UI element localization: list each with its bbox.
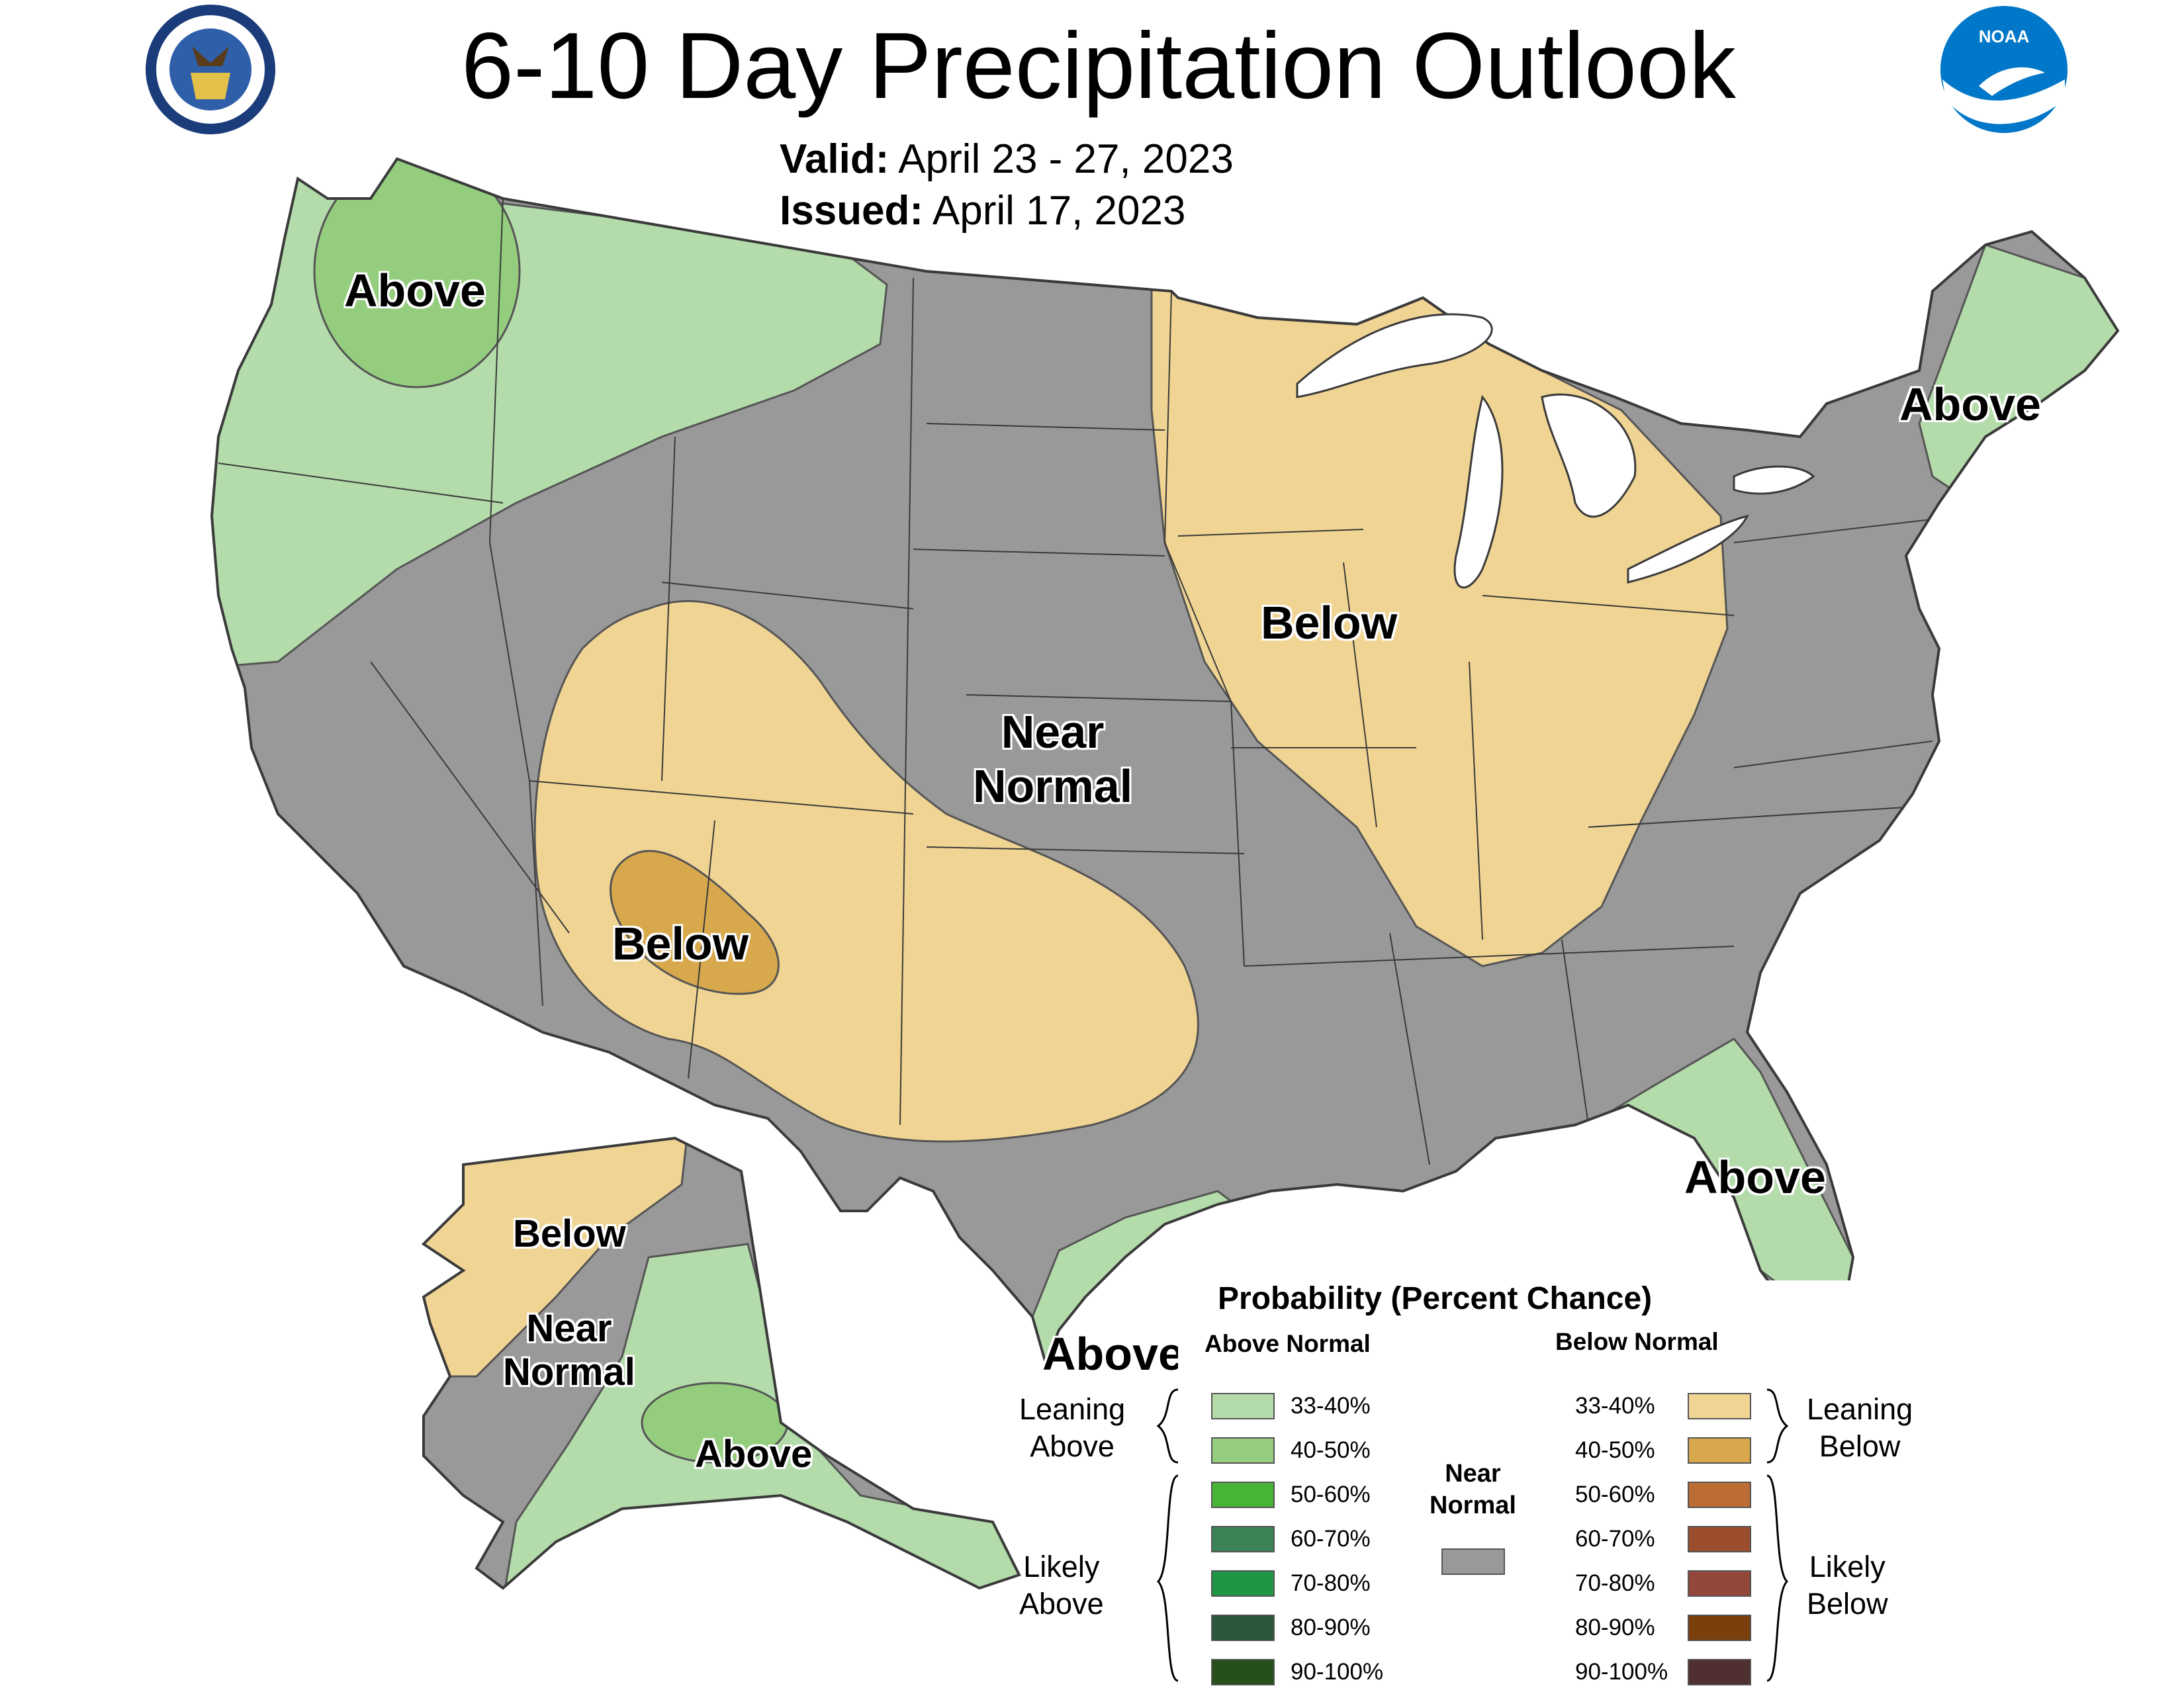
- valid-dates: April 23 - 27, 2023: [898, 136, 1234, 182]
- legend: Probability (Percent Chance) Above Norma…: [1178, 1280, 2005, 1685]
- legend-near-normal-label: Near Normal: [1430, 1460, 1516, 1519]
- legend-likely-below: Likely Below: [1807, 1550, 1888, 1621]
- below-40-50-southwest: [610, 850, 780, 995]
- department-of-commerce-seal: [146, 5, 275, 134]
- legend-above-swatch-3: [1211, 1482, 1275, 1508]
- label-alaska-central: Near Normal: [503, 1307, 635, 1394]
- legend-leaning-above: Leaning Above: [1019, 1392, 1126, 1463]
- great-lakes: [1296, 313, 1815, 589]
- legend-below-swatch-5: [1688, 1570, 1751, 1597]
- noaa-logo: [1940, 6, 2068, 133]
- legend-below-swatch-3: [1688, 1482, 1751, 1508]
- legend-below-swatch-7: [1688, 1659, 1751, 1685]
- legend-above-swatch-2: [1211, 1437, 1275, 1464]
- alaska-below-33-40: [424, 1138, 690, 1378]
- label-alaska-south: Above: [695, 1433, 813, 1476]
- label-northwest: Above: [344, 265, 486, 316]
- label-midwest: Below: [1261, 597, 1398, 648]
- legend-above-range-4: 60-70%: [1291, 1526, 1371, 1552]
- legend-above-range-3: 50-60%: [1291, 1482, 1371, 1507]
- lake-huron: [1541, 393, 1637, 518]
- page-title: 6-10 Day Precipitation Outlook: [461, 13, 1736, 118]
- legend-above-range-6: 80-90%: [1291, 1615, 1371, 1640]
- valid-line: Valid: April 23 - 27, 2023: [780, 136, 1234, 183]
- legend-likely-above: Likely Above: [1019, 1550, 1104, 1621]
- issued-line: Issued: April 17, 2023: [780, 187, 1185, 235]
- legend-above-swatch-4: [1211, 1526, 1275, 1552]
- legend-below-range-5: 70-80%: [1575, 1570, 1655, 1596]
- legend-leaning-below: Leaning Below: [1807, 1392, 1913, 1463]
- legend-below-range-4: 60-70%: [1575, 1526, 1655, 1552]
- legend-brace-above: [1156, 1388, 1179, 1682]
- above-40-50-northwest: [313, 159, 521, 388]
- lake-ontario: [1733, 465, 1815, 495]
- state-boundaries: [218, 198, 1960, 1165]
- legend-below-range-7: 90-100%: [1575, 1659, 1668, 1685]
- legend-above-swatch-6: [1211, 1615, 1275, 1641]
- valid-label: Valid:: [780, 136, 889, 182]
- legend-below-header: Below Normal: [1555, 1328, 1719, 1355]
- legend-below-range-2: 40-50%: [1575, 1437, 1655, 1463]
- noaa-logo-text: NOAA: [1978, 26, 2030, 46]
- issued-label: Issued:: [780, 188, 924, 234]
- label-southwest: Below: [612, 918, 749, 969]
- legend-above-swatch-7: [1211, 1659, 1275, 1685]
- lake-superior: [1296, 313, 1493, 398]
- legend-below-swatch-1: [1688, 1393, 1751, 1419]
- legend-above-range-7: 90-100%: [1291, 1659, 1384, 1685]
- label-florida: Above: [1684, 1151, 1826, 1203]
- legend-brace-below: [1766, 1388, 1789, 1682]
- legend-below-range-6: 80-90%: [1575, 1615, 1655, 1640]
- legend-above-header: Above Normal: [1205, 1330, 1371, 1357]
- legend-above-range-2: 40-50%: [1291, 1437, 1371, 1463]
- label-northeast: Above: [1899, 379, 2041, 430]
- issued-date: April 17, 2023: [932, 188, 1186, 234]
- legend-below-range-1: 33-40%: [1575, 1393, 1655, 1419]
- lake-erie: [1627, 514, 1749, 584]
- legend-below-swatch-4: [1688, 1526, 1751, 1552]
- lake-michigan: [1453, 394, 1504, 589]
- legend-near-normal-swatch: [1441, 1548, 1505, 1575]
- legend-above-range-1: 33-40%: [1291, 1393, 1371, 1419]
- label-central: Near Normal: [973, 706, 1133, 812]
- label-alaska-north: Below: [513, 1212, 626, 1255]
- legend-above-swatch-1: [1211, 1393, 1275, 1419]
- legend-below-swatch-6: [1688, 1615, 1751, 1641]
- label-texas-coast: Above: [1042, 1328, 1184, 1380]
- legend-above-swatch-5: [1211, 1570, 1275, 1597]
- legend-title: Probability (Percent Chance): [1218, 1281, 1653, 1316]
- below-33-40-southwest: [533, 600, 1199, 1143]
- legend-below-swatch-2: [1688, 1437, 1751, 1464]
- legend-below-range-3: 50-60%: [1575, 1482, 1655, 1507]
- legend-above-range-5: 70-80%: [1291, 1570, 1371, 1596]
